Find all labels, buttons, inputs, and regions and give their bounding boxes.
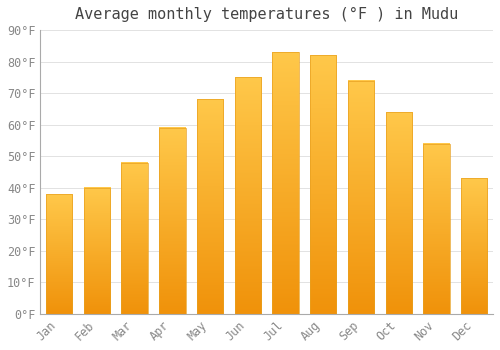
Bar [386, 112, 412, 314]
Title: Average monthly temperatures (°F ) in Mudu: Average monthly temperatures (°F ) in Mu… [75, 7, 458, 22]
Bar [159, 128, 186, 314]
Bar [272, 52, 299, 314]
Bar [310, 55, 336, 314]
Bar [424, 144, 450, 314]
Bar [84, 188, 110, 314]
Bar [46, 194, 72, 314]
Bar [197, 99, 224, 314]
Bar [348, 80, 374, 314]
Bar [461, 178, 487, 314]
Bar [234, 77, 261, 314]
Bar [122, 162, 148, 314]
